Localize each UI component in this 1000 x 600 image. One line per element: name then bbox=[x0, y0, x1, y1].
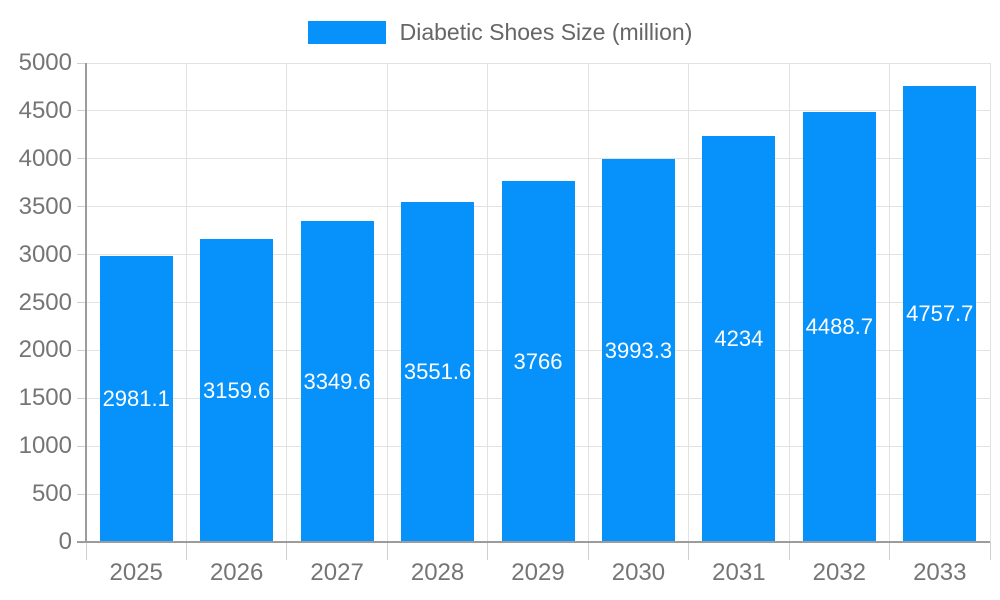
x-axis-tick bbox=[185, 542, 187, 560]
y-axis-tick bbox=[77, 302, 86, 303]
x-axis-tick bbox=[889, 542, 891, 560]
bar-value-label: 3993.3 bbox=[604, 337, 673, 363]
y-axis-tick bbox=[77, 493, 86, 495]
bar-2028 bbox=[401, 201, 475, 542]
bar-2031 bbox=[702, 136, 776, 542]
bar-2025 bbox=[99, 256, 173, 542]
gridline-horizontal bbox=[86, 110, 990, 112]
y-axis-tick bbox=[77, 158, 86, 160]
bar-value-label: 3766 bbox=[513, 348, 563, 374]
y-tick-label: 3500 bbox=[18, 192, 72, 220]
bar-2032 bbox=[802, 111, 876, 542]
y-tick-label: 2000 bbox=[18, 336, 72, 364]
y-axis-line bbox=[84, 63, 87, 542]
bar-2033 bbox=[903, 86, 977, 542]
bar-value-label: 4488.7 bbox=[805, 313, 873, 339]
x-axis-tick bbox=[688, 542, 690, 560]
y-tick-label: 4000 bbox=[18, 144, 72, 172]
y-axis-tick bbox=[77, 254, 86, 256]
bar-value-label: 4757.7 bbox=[906, 301, 974, 327]
y-tick-label: 1500 bbox=[18, 384, 72, 412]
bar-2027 bbox=[300, 221, 374, 542]
y-tick-label: 5000 bbox=[18, 49, 72, 76]
bar-2029 bbox=[501, 181, 575, 542]
gridline-vertical bbox=[185, 63, 187, 542]
y-axis-tick bbox=[77, 445, 86, 447]
gridline-vertical bbox=[587, 63, 589, 542]
bar-2026 bbox=[200, 239, 274, 542]
legend-label: Diabetic Shoes Size (million) bbox=[399, 19, 693, 45]
x-tick-label: 2028 bbox=[410, 559, 465, 586]
y-tick-label: 4500 bbox=[18, 96, 72, 124]
x-axis-tick bbox=[85, 542, 87, 560]
x-tick-label: 2033 bbox=[913, 559, 967, 586]
x-tick-label: 2026 bbox=[209, 559, 264, 586]
gridline-vertical bbox=[286, 63, 288, 542]
y-axis-tick bbox=[77, 62, 86, 64]
y-axis-tick bbox=[77, 206, 86, 208]
x-tick-label: 2031 bbox=[712, 559, 766, 586]
bar-value-label: 2981.1 bbox=[102, 386, 170, 412]
x-tick-label: 2025 bbox=[109, 559, 163, 586]
bar-value-label: 3349.6 bbox=[303, 368, 371, 394]
x-axis-tick bbox=[487, 542, 489, 560]
y-tick-label: 500 bbox=[31, 480, 72, 508]
x-axis-tick bbox=[788, 542, 790, 560]
gridline-vertical bbox=[487, 63, 489, 542]
x-axis-tick bbox=[587, 542, 589, 560]
y-tick-label: 3000 bbox=[18, 240, 72, 268]
x-axis-line bbox=[77, 540, 990, 543]
legend-swatch bbox=[307, 21, 386, 44]
x-tick-label: 2027 bbox=[310, 559, 364, 586]
gridline-horizontal bbox=[86, 158, 990, 160]
y-tick-label: 2500 bbox=[18, 288, 72, 316]
x-tick-label: 2032 bbox=[812, 559, 867, 586]
y-tick-label: 1000 bbox=[18, 432, 72, 460]
gridline-vertical bbox=[386, 63, 388, 542]
bar-value-label: 4234 bbox=[714, 326, 764, 352]
x-axis-tick bbox=[286, 542, 288, 560]
gridline-vertical bbox=[688, 63, 690, 542]
x-axis-tick bbox=[989, 542, 991, 560]
y-axis-tick bbox=[77, 349, 86, 351]
x-tick-label: 2030 bbox=[611, 559, 666, 586]
bar-value-label: 3551.6 bbox=[403, 358, 472, 384]
gridline-vertical bbox=[788, 63, 790, 542]
x-axis-tick bbox=[386, 542, 388, 560]
gridline-horizontal bbox=[86, 62, 990, 64]
x-tick-label: 2029 bbox=[511, 559, 565, 586]
y-axis-tick bbox=[77, 397, 86, 399]
gridline-vertical bbox=[889, 63, 891, 542]
y-axis-tick bbox=[77, 110, 86, 112]
bar-value-label: 3159.6 bbox=[203, 377, 271, 403]
chart-legend[interactable]: Diabetic Shoes Size (million) bbox=[0, 19, 1000, 46]
y-tick-label: 0 bbox=[58, 528, 72, 555]
bar-2030 bbox=[601, 159, 675, 542]
gridline-vertical bbox=[989, 63, 991, 542]
